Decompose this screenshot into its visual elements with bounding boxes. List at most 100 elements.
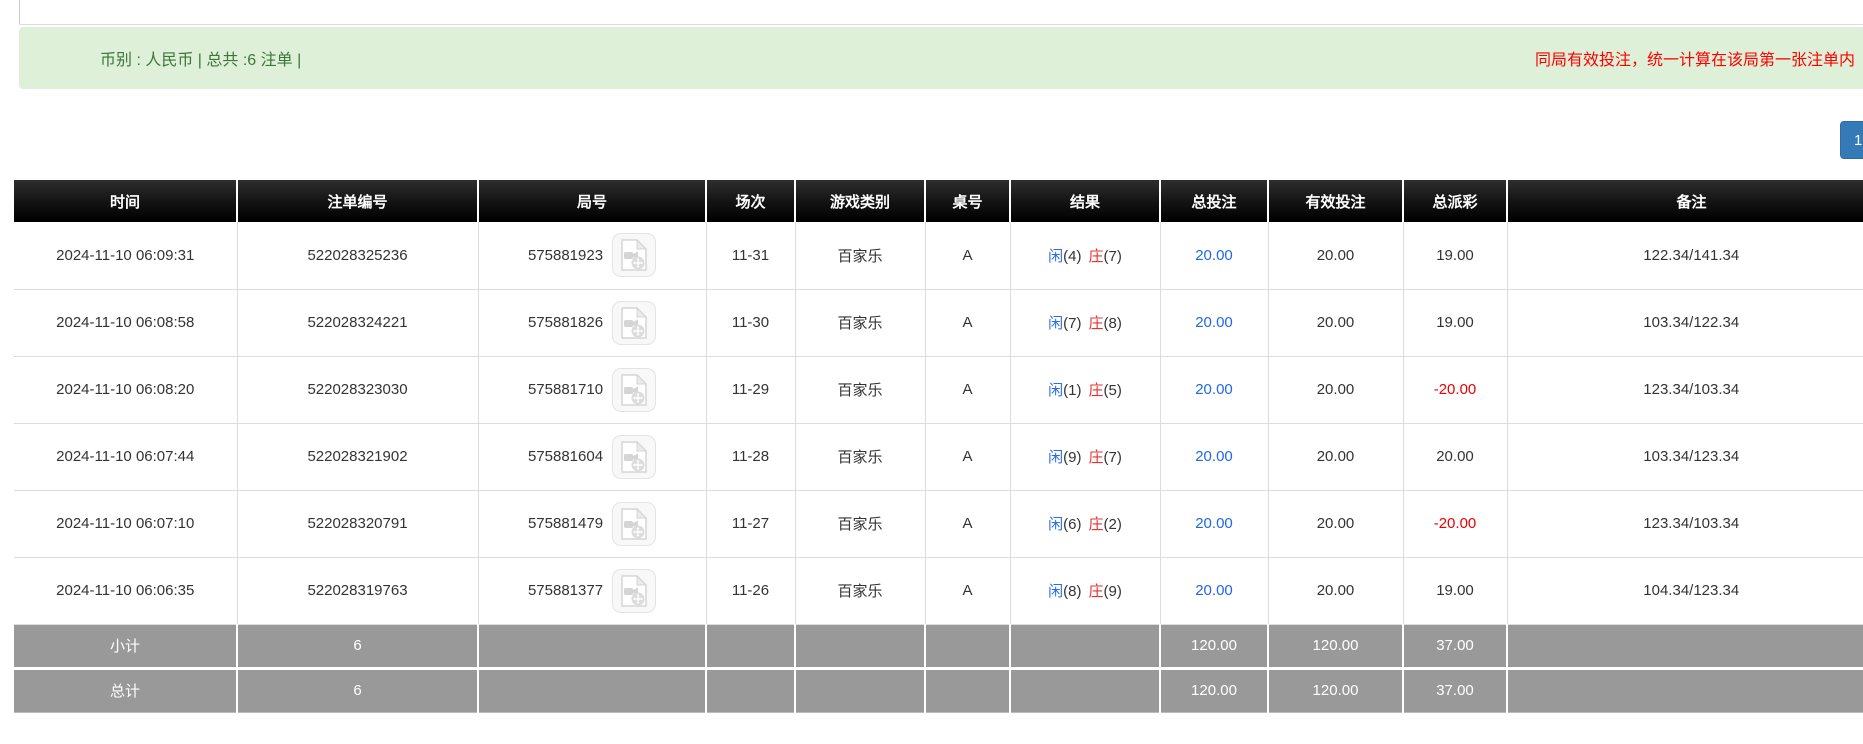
table-header: 时间 注单编号 局号 场次 游戏类别 桌号 结果 总投注 有效投注 总派彩 备注 — [14, 180, 1863, 222]
cell-total-bet: 20.00 — [1159, 289, 1268, 357]
cell-table-no: A — [924, 289, 1010, 357]
total-valid-bet: 120.00 — [1267, 666, 1403, 713]
subtotal-valid-bet: 120.00 — [1267, 624, 1403, 668]
table-row: 2024-11-10 06:09:31 522028325236 575881923… — [14, 222, 1863, 290]
cell-time: 2024-11-10 06:07:44 — [14, 423, 237, 491]
cell-table-no: A — [924, 423, 1010, 491]
video-replay-button[interactable] — [612, 233, 657, 278]
cell-result: 闲(4) 庄(7) — [1009, 222, 1160, 290]
table-row: 2024-11-10 06:07:44 522028321902 575881604… — [14, 423, 1863, 491]
result-banker-label: 庄 — [1088, 382, 1104, 399]
header-round-no: 局号 — [477, 180, 706, 222]
total-total-bet: 120.00 — [1159, 666, 1268, 713]
result-banker-label: 庄 — [1088, 583, 1104, 600]
cell-table-no: A — [924, 490, 1010, 558]
result-banker-label: 庄 — [1088, 247, 1104, 265]
cell-total-bet: 20.00 — [1159, 490, 1268, 558]
result-player-value: (7) — [1063, 315, 1082, 332]
header-row: 时间 注单编号 局号 场次 游戏类别 桌号 结果 总投注 有效投注 总派彩 备注 — [14, 180, 1863, 222]
cell-round-no: 575881604 — [477, 423, 706, 491]
cell-game-type: 百家乐 — [794, 490, 925, 558]
round-number: 575881377 — [527, 582, 604, 599]
result-banker-value: (7) — [1103, 247, 1122, 265]
result-player-label: 闲 — [1048, 247, 1064, 265]
cell-payout: 19.00 — [1402, 289, 1507, 357]
cell-session: 11-27 — [705, 490, 795, 558]
result-player-label: 闲 — [1048, 516, 1064, 533]
cell-result: 闲(9) 庄(7) — [1009, 423, 1160, 491]
result-banker-label: 庄 — [1088, 315, 1104, 332]
cell-valid-bet: 20.00 — [1267, 289, 1403, 357]
cell-result: 闲(6) 庄(2) — [1009, 490, 1160, 558]
round-number: 575881923 — [527, 246, 604, 264]
bet-records-table: 时间 注单编号 局号 场次 游戏类别 桌号 结果 总投注 有效投注 总派彩 备注… — [14, 180, 1863, 713]
cell-round-no: 575881710 — [477, 356, 706, 424]
cell-remark: 123.34/103.34 — [1506, 356, 1863, 424]
summary-body: 小计 6 120.00 120.00 37.00 总计 6 120.00 120… — [14, 624, 1863, 713]
video-replay-button[interactable] — [612, 434, 657, 479]
cell-result: 闲(7) 庄(8) — [1009, 289, 1160, 357]
video-replay-button[interactable] — [612, 568, 657, 613]
cell-bet-no: 522028324221 — [236, 289, 478, 357]
result-banker-label: 庄 — [1088, 449, 1104, 466]
result-player-value: (1) — [1063, 382, 1082, 399]
header-result: 结果 — [1009, 180, 1160, 222]
header-table-no: 桌号 — [924, 180, 1010, 222]
result-banker-value: (8) — [1103, 315, 1122, 332]
total-payout: 37.00 — [1402, 666, 1507, 713]
cell-valid-bet: 20.00 — [1267, 423, 1403, 491]
cell-payout: 19.00 — [1402, 222, 1507, 290]
cell-table-no: A — [924, 557, 1010, 625]
result-player-value: (8) — [1063, 583, 1082, 600]
cell-session: 11-31 — [705, 222, 795, 290]
cell-bet-no: 522028325236 — [236, 222, 478, 290]
result-player-label: 闲 — [1048, 315, 1064, 332]
cell-remark: 104.34/123.34 — [1506, 557, 1863, 625]
cell-payout: -20.00 — [1402, 356, 1507, 424]
pagination-page-label: 1 — [1854, 131, 1863, 149]
cell-session: 11-30 — [705, 289, 795, 357]
round-number: 575881710 — [527, 381, 604, 398]
cell-valid-bet: 20.00 — [1267, 490, 1403, 558]
cell-session: 11-26 — [705, 557, 795, 625]
video-replay-button[interactable] — [612, 300, 657, 345]
cell-game-type: 百家乐 — [794, 356, 925, 424]
cell-remark: 122.34/141.34 — [1506, 222, 1863, 290]
header-bet-no: 注单编号 — [236, 180, 478, 222]
total-label: 总计 — [14, 666, 237, 713]
round-number: 575881604 — [527, 448, 604, 465]
subtotal-total-bet: 120.00 — [1159, 624, 1268, 668]
header-payout: 总派彩 — [1402, 180, 1507, 222]
video-file-icon — [621, 239, 648, 271]
table-row: 2024-11-10 06:08:58 522028324221 575881826… — [14, 289, 1863, 357]
video-replay-button[interactable] — [612, 367, 657, 412]
cell-remark: 123.34/103.34 — [1506, 490, 1863, 558]
video-file-icon — [621, 507, 648, 540]
cell-remark: 103.34/122.34 — [1506, 289, 1863, 357]
cell-payout: 19.00 — [1402, 557, 1507, 625]
subtotal-label: 小计 — [14, 624, 237, 668]
cell-result: 闲(1) 庄(5) — [1009, 356, 1160, 424]
cell-game-type: 百家乐 — [794, 289, 925, 357]
cell-payout: 20.00 — [1402, 423, 1507, 491]
result-player-value: (9) — [1063, 449, 1082, 466]
result-banker-value: (7) — [1103, 449, 1122, 466]
total-row: 总计 6 120.00 120.00 37.00 — [14, 666, 1863, 713]
result-banker-value: (2) — [1103, 516, 1122, 533]
cell-valid-bet: 20.00 — [1267, 222, 1403, 290]
container-corner-horizontal-line — [19, 24, 1863, 25]
cell-round-no: 575881826 — [477, 289, 706, 357]
cell-total-bet: 20.00 — [1159, 557, 1268, 625]
cell-total-bet: 20.00 — [1159, 423, 1268, 491]
cell-round-no: 575881377 — [477, 557, 706, 625]
cell-game-type: 百家乐 — [794, 423, 925, 491]
cell-session: 11-28 — [705, 423, 795, 491]
notice-text: 同局有效投注，统一计算在该局第一张注单内 — [1534, 52, 1855, 69]
header-game-type: 游戏类别 — [794, 180, 925, 222]
table-body: 2024-11-10 06:09:31 522028325236 575881923… — [14, 222, 1863, 625]
cell-table-no: A — [924, 222, 1010, 290]
cell-total-bet: 20.00 — [1159, 222, 1268, 290]
pagination-page-1-button[interactable]: 1 — [1840, 121, 1863, 159]
video-replay-button[interactable] — [612, 501, 657, 546]
result-banker-value: (9) — [1103, 583, 1122, 600]
